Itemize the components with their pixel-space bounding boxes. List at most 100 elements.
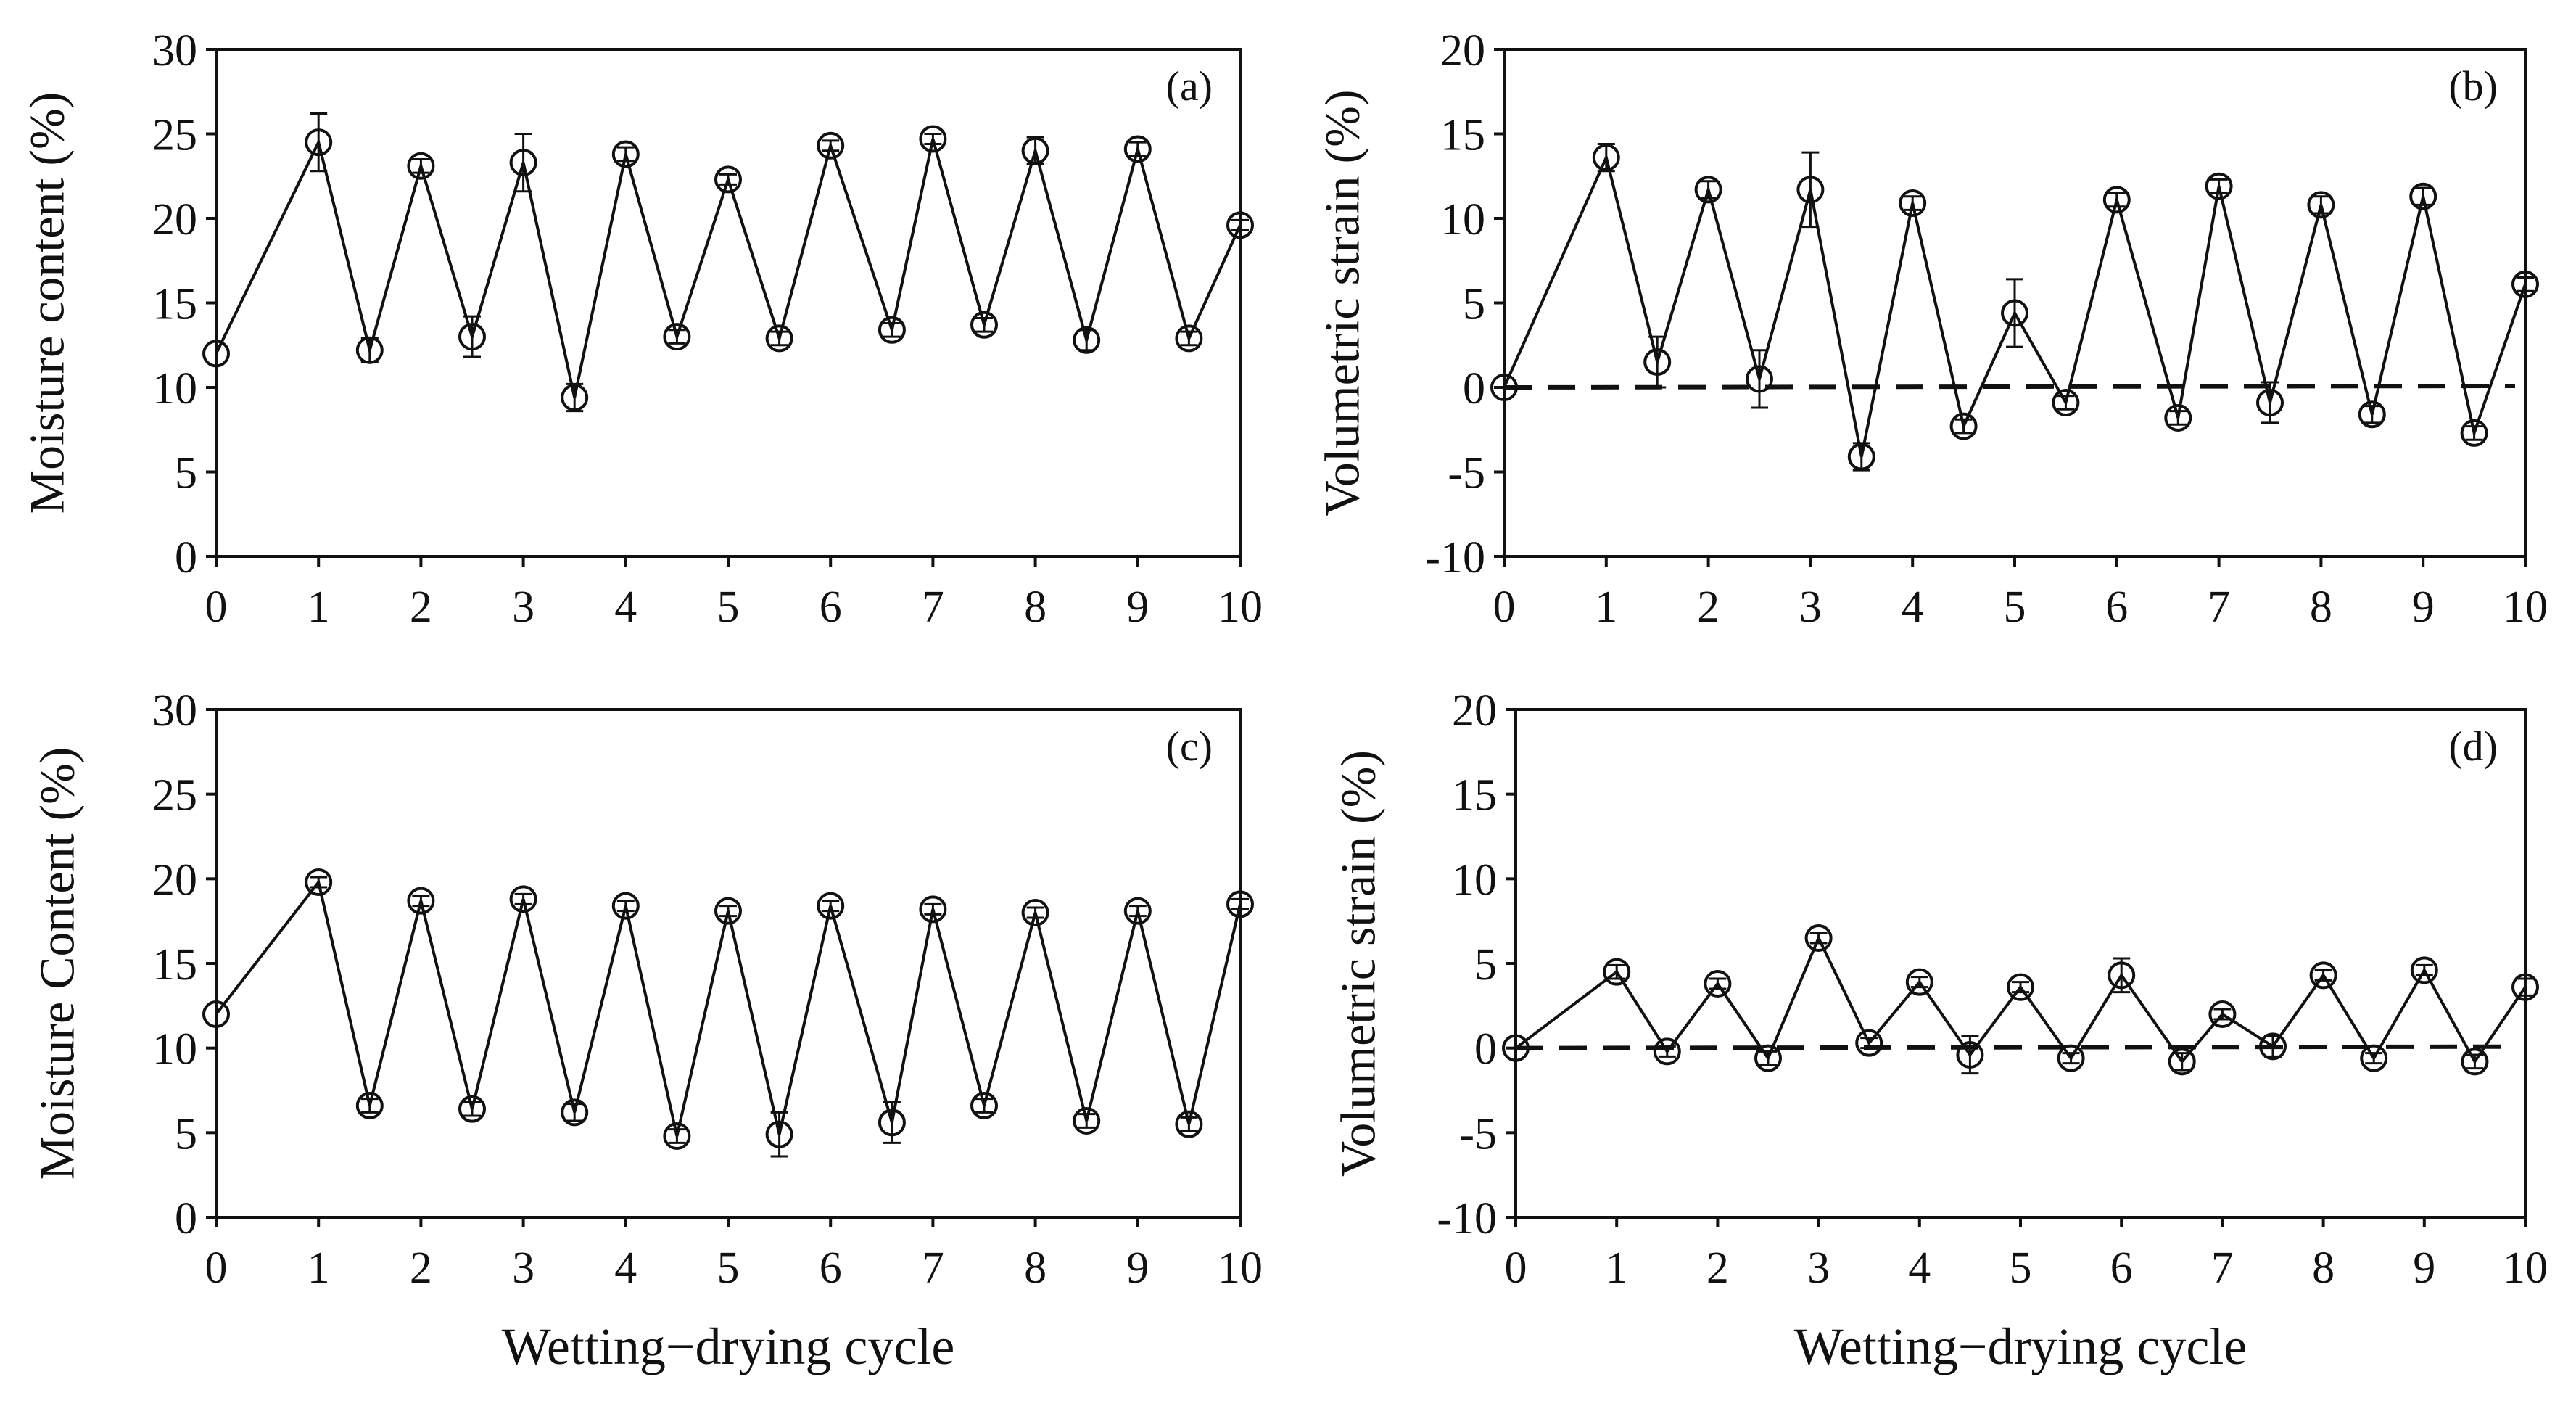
data-point: [1592, 144, 1620, 172]
data-point: [1226, 890, 1254, 918]
y-tick-label: -10: [1437, 1194, 1497, 1243]
data-point: [2052, 388, 2080, 416]
data-point: [1949, 412, 1978, 440]
data-point: [1073, 1107, 1101, 1135]
data-point: [1021, 899, 1049, 926]
data-point: [1694, 176, 1722, 204]
y-tick-label: 0: [1474, 1025, 1497, 1074]
plot-frame: [215, 48, 1242, 558]
x-tick-label: 3: [512, 1243, 534, 1293]
data-point: [2208, 1000, 2237, 1028]
x-tick-label: 9: [1126, 1243, 1149, 1293]
zero-reference-line: [1503, 384, 2516, 390]
data-point: [355, 336, 384, 364]
data-point: [817, 131, 845, 160]
data-point: [509, 149, 537, 177]
x-tick-label: 6: [820, 1243, 842, 1293]
x-tick-label: 1: [1595, 583, 1617, 632]
data-point: [1855, 1029, 1883, 1057]
y-tick-label: -10: [1425, 533, 1485, 583]
data-point: [1847, 443, 1875, 471]
y-tick-label: 25: [152, 111, 197, 160]
data-point: [2259, 1032, 2287, 1061]
x-tick-label: 9: [1126, 583, 1149, 632]
y-tick-label: 0: [1463, 364, 1485, 414]
x-tick-label: 2: [1706, 1243, 1729, 1293]
x-tick-label: 6: [2105, 583, 2128, 632]
series-line: [215, 879, 1242, 1137]
panel-c: 0 5 10 15 20 25 30 0 1 2 3 4 5 6 7 8 9 10 Moisture Content…: [30, 686, 1263, 1375]
plot-frame: [215, 708, 1242, 1219]
data-point: [1175, 324, 1203, 353]
x-tick-label: 2: [1697, 583, 1720, 632]
data-point: [1123, 897, 1152, 925]
y-tick-label: 20: [152, 195, 197, 244]
panel-label: (b): [2448, 62, 2498, 110]
y-axis-title: Moisture content (%): [20, 92, 75, 514]
x-tick-label: 10: [2503, 1243, 2548, 1293]
panel-label: (a): [1166, 62, 1213, 110]
data-point: [817, 892, 845, 920]
data-point: [2511, 973, 2539, 1001]
y-tick-label: -5: [1448, 449, 1485, 498]
data-point: [2309, 961, 2337, 990]
data-point: [2108, 961, 2136, 990]
x-tick-label: 7: [2208, 583, 2230, 632]
data-point: [2511, 270, 2539, 298]
x-tick-label: 4: [614, 583, 637, 632]
data-point: [2360, 1044, 2388, 1072]
y-axis-title: Volumetric strain (%): [1315, 90, 1370, 517]
data-point: [1490, 374, 1518, 401]
y-tick-label: 10: [1452, 855, 1497, 905]
x-tick-label: 8: [1024, 1243, 1046, 1293]
data-point: [2007, 973, 2034, 1001]
data-point: [1905, 968, 1933, 996]
data-point: [2057, 1044, 2085, 1072]
data-point: [878, 1109, 906, 1137]
data-point: [765, 1120, 793, 1148]
y-tick-label: 15: [152, 280, 197, 329]
y-tick-label: 5: [175, 449, 197, 498]
y-tick-label: 20: [1440, 26, 1485, 75]
y-tick-label: -5: [1459, 1109, 1497, 1159]
x-tick-label: 2: [410, 583, 432, 632]
data-point: [2307, 191, 2335, 219]
data-point: [1643, 348, 1672, 377]
y-tick-label: 15: [152, 940, 197, 990]
panel-d: -10 -5 0 5 10 15 20 0 1 2 3 4 5 6 7 8 9 10 Volumetric stra…: [1331, 686, 2548, 1375]
x-axis-title: Wetting−drying cycle: [502, 1317, 955, 1375]
data-point: [2102, 186, 2131, 214]
x-tick-label: 0: [205, 1243, 228, 1293]
zero-reference-line: [1515, 1044, 2516, 1050]
x-tick-label: 5: [2004, 583, 2026, 632]
x-tick-label: 7: [922, 583, 944, 632]
data-point: [1073, 326, 1101, 354]
data-point: [970, 311, 998, 339]
x-tick-label: 6: [2110, 1243, 2133, 1293]
data-point: [2001, 299, 2028, 327]
data-point: [2164, 403, 2192, 432]
x-tick-label: 9: [2413, 1243, 2435, 1293]
x-tick-label: 10: [1218, 583, 1263, 632]
data-point: [458, 1095, 486, 1123]
data-point: [714, 165, 742, 194]
x-tick-label: 7: [2211, 1243, 2234, 1293]
data-point: [611, 140, 640, 168]
y-tick-label: 0: [175, 1194, 197, 1243]
x-tick-label: 3: [512, 583, 534, 632]
data-point: [305, 128, 333, 157]
x-tick-label: 9: [2412, 583, 2435, 632]
data-point: [2461, 1048, 2489, 1076]
x-tick-label: 1: [1606, 1243, 1628, 1293]
y-tick-label: 15: [1452, 771, 1497, 821]
series-line: [1514, 934, 2527, 1065]
data-point: [1175, 1110, 1203, 1138]
data-point: [509, 885, 537, 913]
x-tick-label: 8: [1024, 583, 1046, 632]
data-point: [919, 895, 947, 924]
data-point: [663, 1122, 691, 1150]
x-tick-label: 5: [717, 583, 740, 632]
x-tick-label: 4: [1908, 1243, 1931, 1293]
y-tick-label: 30: [152, 26, 197, 75]
x-tick-label: 1: [307, 1243, 330, 1293]
